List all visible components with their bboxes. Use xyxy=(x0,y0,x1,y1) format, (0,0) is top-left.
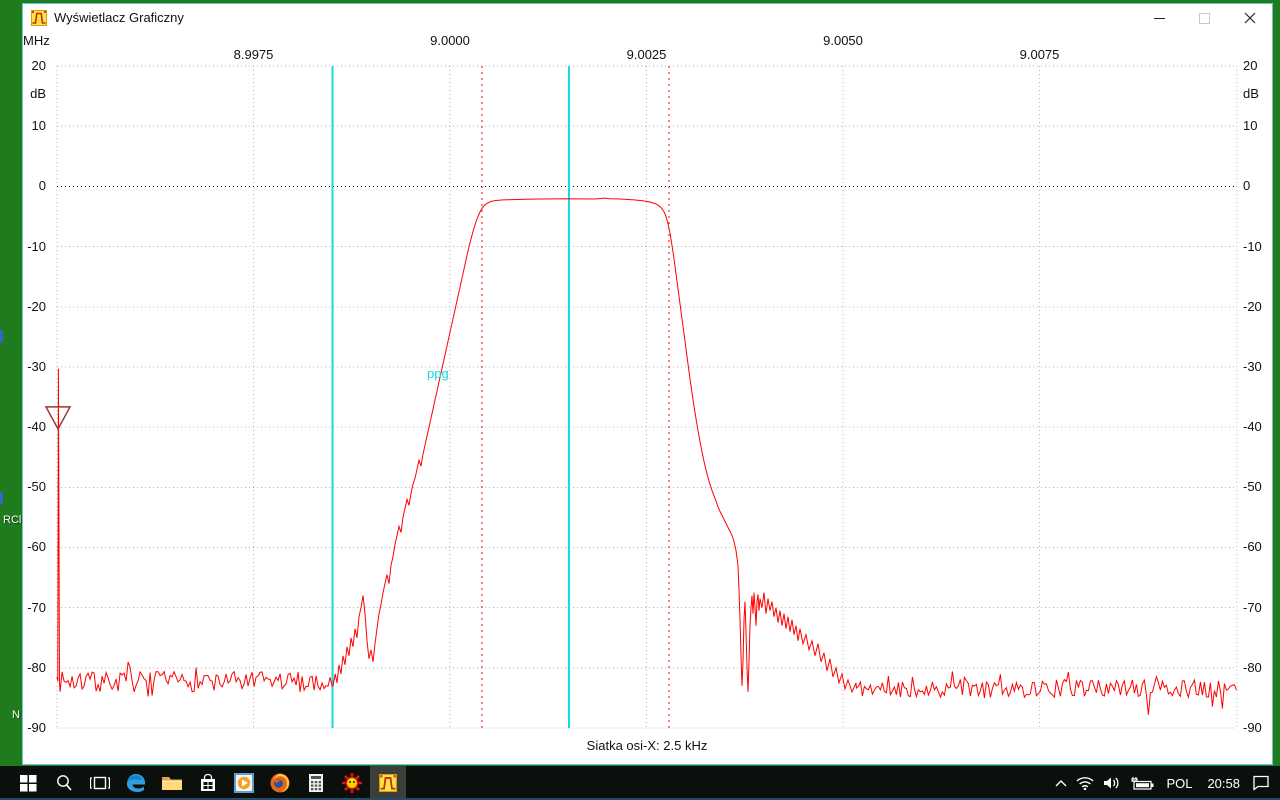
tray-volume-button[interactable] xyxy=(1103,766,1121,800)
tray-chevron-button[interactable] xyxy=(1055,766,1067,800)
screen-edge-line xyxy=(0,798,1280,800)
y-tick-label: -20 xyxy=(1243,298,1262,314)
taskbar-item-graphic-display-active[interactable] xyxy=(370,766,406,800)
tray-wifi-button[interactable] xyxy=(1076,766,1094,800)
y-tick-label: -40 xyxy=(27,419,46,435)
y-tick-label: -80 xyxy=(1243,659,1262,675)
task-view-button[interactable] xyxy=(82,766,118,800)
y-tick-label: 20 xyxy=(1243,58,1258,74)
start-button[interactable] xyxy=(10,766,46,800)
y-tick-label: -70 xyxy=(27,599,46,615)
calculator-icon xyxy=(309,774,323,792)
language-indicator[interactable]: POL xyxy=(1166,775,1193,791)
y-tick-label: -70 xyxy=(1243,599,1262,615)
desktop-icon-label-n[interactable]: N xyxy=(12,709,20,721)
action-center-icon xyxy=(1253,775,1269,791)
folder-icon xyxy=(162,777,182,790)
action-center-button[interactable] xyxy=(1252,766,1270,800)
edge-browser-button[interactable] xyxy=(118,766,154,800)
calculator-button[interactable] xyxy=(298,766,334,800)
marker-text-ppg: ppg xyxy=(427,366,449,381)
minimize-button[interactable] xyxy=(1137,4,1182,32)
wifi-icon xyxy=(1076,777,1094,790)
sun-icon xyxy=(342,773,362,793)
battery-charging-icon xyxy=(1131,777,1154,790)
y-axis-unit-label-right: dB xyxy=(1243,86,1259,101)
y-tick-label: -50 xyxy=(27,479,46,495)
app-icon xyxy=(31,10,47,26)
store-button[interactable] xyxy=(190,766,226,800)
close-icon xyxy=(1244,12,1255,24)
store-bag-icon xyxy=(201,773,215,791)
y-axis-unit-label-left: dB xyxy=(30,86,46,101)
taskbar: POL 20:58 xyxy=(0,766,1280,800)
x-tick-label: 9.0000 xyxy=(430,33,470,48)
y-tick-label: -50 xyxy=(1243,479,1262,495)
desktop-icon-label-rcl[interactable]: RCl xyxy=(3,514,22,526)
taskbar-buttons xyxy=(0,766,406,800)
y-tick-label: 10 xyxy=(31,118,46,134)
graphic-display-app-icon xyxy=(379,774,397,792)
y-tick-label: -80 xyxy=(27,659,46,675)
x-tick-label: 9.0025 xyxy=(626,47,667,62)
task-view-icon xyxy=(90,776,110,790)
desktop-icon-fragment xyxy=(0,330,3,343)
media-player-button[interactable] xyxy=(226,766,262,800)
x-tick-label: 8.9975 xyxy=(233,47,274,62)
x-tick-label: 9.0075 xyxy=(1019,47,1060,62)
desktop-icon-fragment xyxy=(0,492,3,504)
y-tick-label: -90 xyxy=(27,720,46,736)
y-tick-label: 0 xyxy=(38,178,46,194)
window-titlebar[interactable]: Wyświetlacz Graficzny xyxy=(23,4,1272,32)
maximize-button[interactable] xyxy=(1182,4,1227,32)
y-tick-label: -30 xyxy=(1243,358,1262,374)
firefox-button[interactable] xyxy=(262,766,298,800)
firefox-icon xyxy=(270,773,290,793)
chevron-up-icon xyxy=(1055,780,1067,787)
y-tick-label: -20 xyxy=(27,298,46,314)
y-tick-label: -60 xyxy=(1243,539,1262,555)
sun-app-button[interactable] xyxy=(334,766,370,800)
x-axis-unit-label: MHz xyxy=(23,33,50,48)
y-tick-label: 20 xyxy=(31,58,46,74)
edge-icon xyxy=(127,774,145,792)
clock[interactable]: 20:58 xyxy=(1207,775,1240,791)
y-tick-label: -10 xyxy=(27,238,46,254)
search-button[interactable] xyxy=(46,766,82,800)
y-tick-label: -60 xyxy=(27,539,46,555)
y-tick-label: -10 xyxy=(1243,238,1262,254)
y-tick-label: 10 xyxy=(1243,118,1258,134)
app-window: Wyświetlacz Graficzny xyxy=(22,3,1273,765)
y-tick-label: 0 xyxy=(1243,178,1251,194)
y-tick-label: -90 xyxy=(1243,720,1262,736)
speaker-icon xyxy=(1104,777,1119,789)
y-tick-label: -40 xyxy=(1243,419,1262,435)
media-player-icon xyxy=(234,773,254,793)
maximize-icon xyxy=(1199,12,1210,24)
file-explorer-button[interactable] xyxy=(154,766,190,800)
close-button[interactable] xyxy=(1227,4,1272,32)
window-title: Wyświetlacz Graficzny xyxy=(54,10,184,25)
grid-step-status-text: Siatka osi-X: 2.5 kHz xyxy=(586,738,708,753)
tray-battery-button[interactable] xyxy=(1130,766,1154,800)
y-tick-label: -30 xyxy=(27,358,46,374)
windows-logo-icon xyxy=(19,774,36,791)
search-icon xyxy=(57,775,72,791)
system-tray: POL 20:58 xyxy=(1055,766,1280,800)
minimize-icon xyxy=(1154,17,1165,19)
x-tick-label: 9.0050 xyxy=(823,33,863,48)
